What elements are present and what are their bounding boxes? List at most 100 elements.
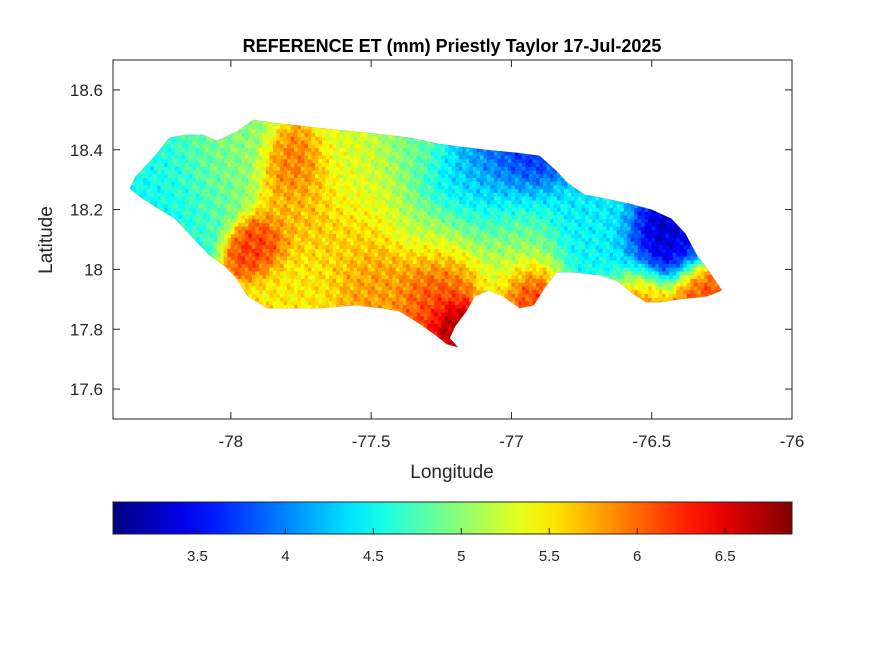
heatmap-cell	[367, 218, 372, 223]
heatmap-cell	[385, 184, 390, 190]
heatmap-cell	[367, 151, 372, 156]
heatmap-cell	[339, 263, 344, 268]
heatmap-cell	[265, 166, 270, 171]
heatmap-cell	[311, 203, 316, 208]
heatmap-cell	[234, 270, 239, 276]
heatmap-cell	[237, 136, 242, 141]
heatmap-cell	[199, 237, 204, 242]
heatmap-cell	[381, 203, 386, 208]
heatmap-cell	[202, 211, 207, 216]
heatmap-cell	[357, 226, 362, 231]
heatmap-cell	[357, 285, 362, 291]
heatmap-cell	[227, 244, 232, 249]
heatmap-cell	[311, 151, 316, 156]
heatmap-cell	[279, 293, 284, 298]
heatmap-cell	[227, 252, 232, 257]
heatmap-cell	[248, 125, 253, 130]
heatmap-cell	[206, 173, 211, 178]
heatmap-cell	[262, 263, 267, 268]
heatmap-cell	[304, 173, 309, 178]
heatmap-cell	[206, 248, 211, 253]
heatmap-cell	[167, 173, 172, 178]
heatmap-cell	[220, 147, 225, 152]
heatmap-cell	[353, 203, 358, 208]
heatmap-cell	[336, 259, 341, 264]
heatmap-cell	[353, 226, 358, 231]
heatmap-cell	[304, 211, 309, 216]
heatmap-cell	[318, 263, 323, 268]
heatmap-cell	[385, 173, 390, 178]
heatmap-cell	[136, 173, 141, 178]
heatmap-cell	[311, 155, 316, 160]
heatmap-cell	[202, 233, 207, 238]
heatmap-cell	[308, 184, 313, 190]
heatmap-cell	[199, 214, 204, 220]
heatmap-cell	[294, 285, 299, 291]
heatmap-cell	[336, 270, 341, 276]
heatmap-cell	[350, 282, 355, 287]
heatmap-cell	[287, 241, 292, 246]
heatmap-cell	[178, 155, 183, 160]
heatmap-cell	[322, 181, 327, 186]
heatmap-cell	[360, 263, 365, 268]
heatmap-cell	[241, 211, 246, 216]
heatmap-cell	[188, 233, 193, 238]
heatmap-cell	[325, 222, 330, 227]
heatmap-cell	[223, 233, 228, 238]
heatmap-cell	[255, 214, 260, 220]
heatmap-cell	[241, 285, 246, 291]
heatmap-cell	[248, 229, 253, 235]
heatmap-cell	[350, 173, 355, 178]
heatmap-cell	[213, 184, 218, 190]
heatmap-cell	[255, 140, 260, 145]
heatmap-cell	[199, 184, 204, 190]
heatmap-cell	[185, 166, 190, 171]
heatmap-cell	[258, 211, 263, 216]
heatmap-cell	[343, 196, 348, 201]
heatmap-cell	[325, 136, 330, 141]
heatmap-cell	[234, 177, 239, 182]
heatmap-cell	[192, 214, 197, 220]
heatmap-cell	[378, 267, 383, 272]
heatmap-cell	[294, 300, 299, 306]
heatmap-cell	[269, 147, 274, 152]
heatmap-cell	[332, 132, 337, 137]
heatmap-cell	[251, 199, 256, 205]
heatmap-cell	[255, 173, 260, 178]
heatmap-cell	[378, 136, 383, 141]
heatmap-cell	[315, 199, 320, 205]
heatmap-cell	[237, 128, 242, 134]
heatmap-cell	[216, 252, 221, 257]
heatmap-cell	[371, 244, 376, 249]
heatmap-cell	[332, 155, 337, 160]
heatmap-cell	[318, 136, 323, 141]
heatmap-cell	[297, 196, 302, 201]
heatmap-cell	[294, 282, 299, 287]
heatmap-cell	[329, 289, 334, 294]
heatmap-cell	[262, 128, 267, 134]
heatmap-cell	[171, 140, 176, 145]
heatmap-cell	[244, 233, 249, 238]
heatmap-cell	[216, 226, 221, 231]
heatmap-cell	[265, 188, 270, 193]
heatmap-cell	[297, 136, 302, 141]
heatmap-cell	[304, 233, 309, 238]
heatmap-cell	[216, 233, 221, 238]
heatmap-cell	[178, 173, 183, 178]
heatmap-cell	[343, 128, 348, 134]
heatmap-cell	[178, 207, 183, 212]
heatmap-cell	[304, 226, 309, 231]
heatmap-cell	[202, 155, 207, 160]
heatmap-cell	[192, 155, 197, 160]
heatmap-cell	[332, 192, 337, 197]
heatmap-cell	[209, 241, 214, 246]
heatmap-cell	[360, 293, 365, 298]
heatmap-cell	[308, 207, 313, 212]
heatmap-cell	[353, 293, 358, 298]
heatmap-cell	[287, 158, 292, 163]
heatmap-cell	[353, 169, 358, 175]
heatmap-cell	[269, 125, 274, 130]
heatmap-cell	[301, 229, 306, 235]
heatmap-cell	[223, 188, 228, 193]
